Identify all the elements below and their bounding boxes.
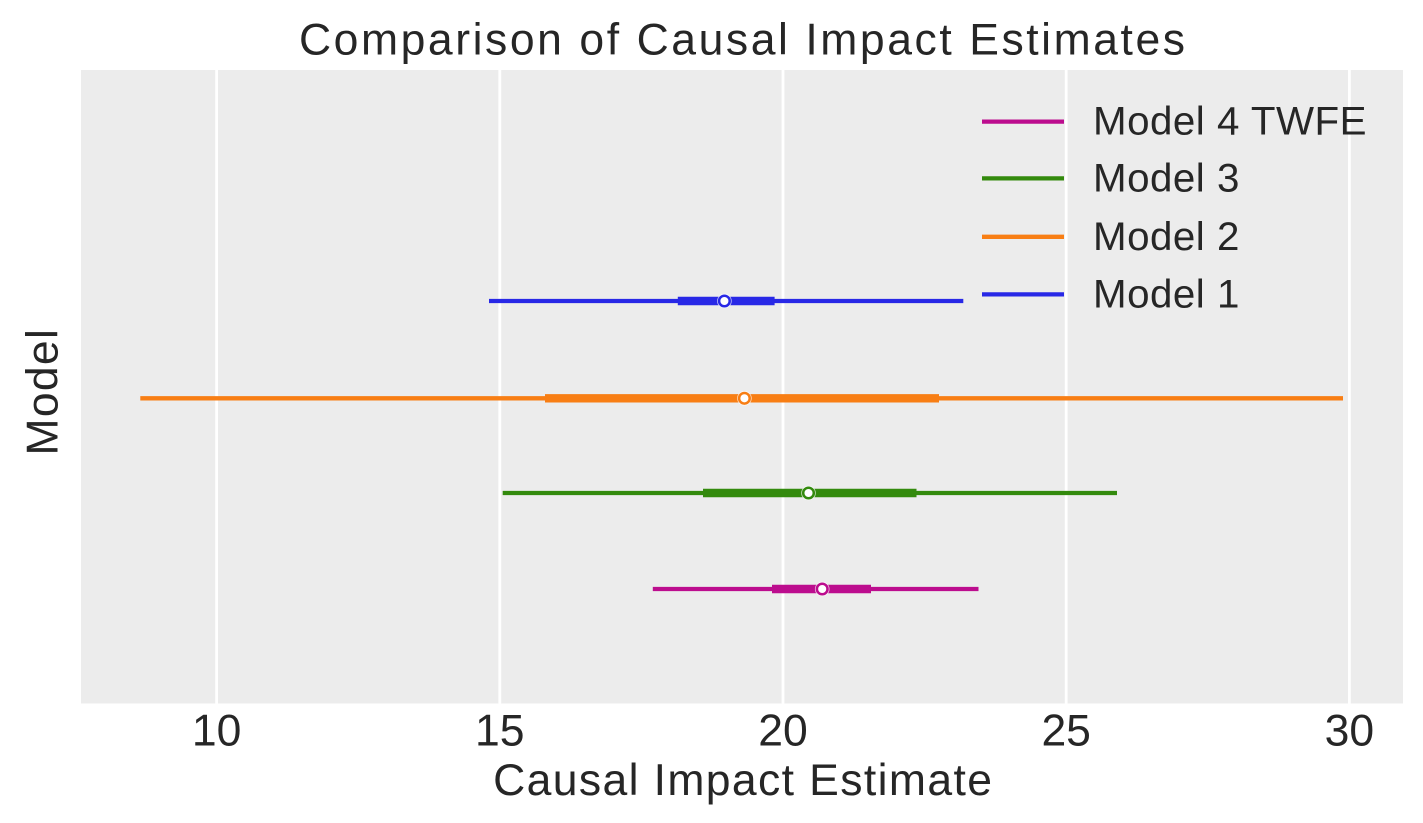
svg-text:Model 4 TWFE: Model 4 TWFE	[1093, 99, 1367, 144]
svg-text:Comparison of Causal Impact Es: Comparison of Causal Impact Estimates	[299, 15, 1188, 64]
svg-text:10: 10	[192, 706, 242, 755]
svg-text:Model 2: Model 2	[1093, 214, 1240, 259]
svg-text:15: 15	[475, 706, 525, 755]
svg-text:20: 20	[758, 706, 808, 755]
svg-text:30: 30	[1325, 706, 1375, 755]
svg-text:Causal Impact Estimate: Causal Impact Estimate	[493, 756, 993, 805]
svg-text:25: 25	[1041, 706, 1091, 755]
svg-text:Model 1: Model 1	[1093, 272, 1240, 317]
svg-text:Model 3: Model 3	[1093, 156, 1240, 201]
svg-text:Model: Model	[19, 328, 68, 456]
